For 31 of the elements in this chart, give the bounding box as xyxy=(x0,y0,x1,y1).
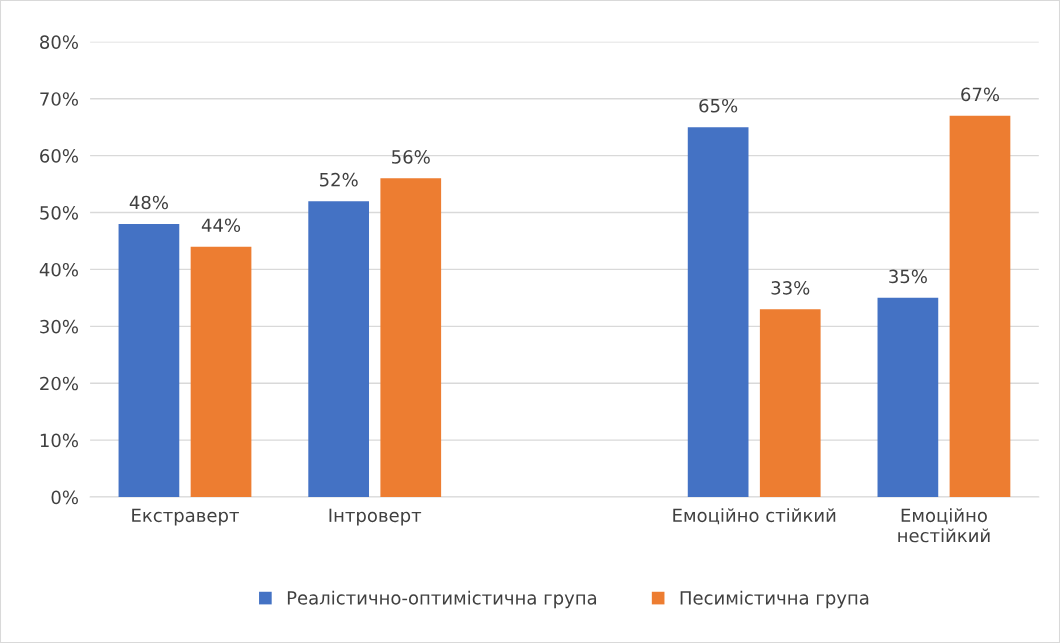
bar xyxy=(949,115,1011,498)
data-label: 33% xyxy=(771,280,810,295)
legend-label: Песимістична група xyxy=(680,590,869,609)
data-label: 35% xyxy=(889,269,927,284)
y-tick-label: 60% xyxy=(40,149,78,163)
x-tick-label: Емоційно стійкий xyxy=(673,508,836,525)
data-label: 52% xyxy=(319,172,358,187)
y-tick-label: 40% xyxy=(39,262,78,277)
data-label: 65% xyxy=(699,98,738,113)
bar xyxy=(877,297,939,498)
data-label: 48% xyxy=(129,195,168,210)
y-tick-label: 0% xyxy=(51,490,78,505)
y-tick-label: 10% xyxy=(40,433,78,448)
x-tick-label: Екстраверт xyxy=(132,508,239,526)
y-tick-label: 20% xyxy=(40,376,78,391)
y-tick-label: 80% xyxy=(40,35,78,49)
data-label: 44% xyxy=(201,218,241,233)
bar xyxy=(118,223,180,498)
y-tick-label: 50% xyxy=(40,205,78,220)
bar xyxy=(308,201,370,498)
bar xyxy=(687,127,749,498)
x-tick-label: Емоційно нестійкий xyxy=(898,508,990,543)
bar xyxy=(380,178,442,498)
data-label: 56% xyxy=(392,150,430,164)
bar xyxy=(190,246,252,498)
legend-label: Реалістично-оптимістична група xyxy=(287,590,597,609)
x-tick-label: Інтроверт xyxy=(329,508,422,526)
y-tick-label: 70% xyxy=(40,92,78,106)
bar xyxy=(759,309,821,498)
data-label: 67% xyxy=(961,87,1000,102)
y-tick-label: 30% xyxy=(40,319,78,334)
